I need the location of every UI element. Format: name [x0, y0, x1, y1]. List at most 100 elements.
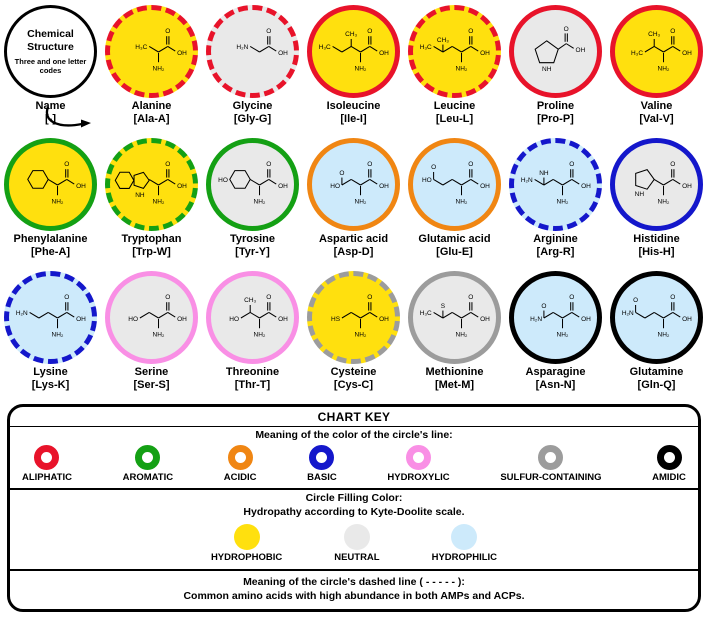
structure-circle: O OH NH₂ HS	[307, 271, 400, 364]
amino-acid-name: Threonine	[225, 366, 280, 378]
amino-acid-label: Arginine [Arg-R]	[533, 233, 578, 259]
structure-circle: O OH NH₂ HO O	[408, 138, 501, 231]
ring-swatch-label: ALIPHATIC	[22, 472, 72, 483]
amino-acid-threonine: O OH NH₂ HO CH₃ Threonine [Thr-T]	[202, 268, 303, 401]
svg-text:HO: HO	[218, 177, 228, 184]
amino-acid-methionine: O OH NH₂ H₃C S Methionine [Met-M]	[404, 268, 505, 401]
ring-swatch-hydroxylic	[406, 445, 432, 470]
svg-text:OH: OH	[177, 182, 187, 189]
amino-acid-lysine: O OH NH₂ H₂N Lysine [Lys-K]	[0, 268, 101, 401]
amino-acid-code: [Asn-N]	[535, 379, 576, 392]
chemical-structure-drawing: O OH NH₂ HS	[331, 293, 389, 338]
svg-text:NH₂: NH₂	[152, 65, 164, 72]
divider	[10, 569, 698, 571]
amino-acid-label: Tryptophan [Trp-W]	[122, 233, 182, 259]
chemical-structure-drawing: O OH NH₂ HO CH₃	[229, 293, 288, 338]
amino-acid-label: Phenylalanine [Phe-A]	[14, 233, 88, 259]
structure-circle: O OH NH₂ NH	[610, 138, 703, 231]
svg-text:O: O	[670, 293, 675, 300]
svg-text:OH: OH	[480, 49, 490, 56]
svg-text:O: O	[633, 297, 638, 304]
structure-circle: O OH NH₂ H₂N O	[610, 271, 703, 364]
amino-acid-code: [Thr-T]	[234, 379, 271, 392]
svg-text:OH: OH	[682, 182, 692, 189]
svg-text:NH₂: NH₂	[556, 198, 568, 205]
amino-acid-cysteine: O OH NH₂ HS Cysteine [Cys-C]	[303, 268, 404, 401]
svg-text:NH₂: NH₂	[455, 65, 467, 72]
svg-text:O: O	[431, 164, 436, 171]
chemical-structure-drawing: O OH NH₂ H₂N NH	[520, 160, 590, 205]
svg-text:O: O	[569, 160, 574, 167]
amino-acid-code: [Gln-Q]	[637, 379, 676, 392]
line-category-aromatic: AROMATIC	[123, 445, 173, 483]
ring-swatch-aromatic	[135, 445, 161, 470]
svg-text:OH: OH	[575, 47, 585, 54]
line-category-sulfur-containing: SULFUR-CONTAINING	[500, 445, 601, 483]
amino-acid-name: Tryptophan	[121, 233, 182, 245]
svg-text:NH₂: NH₂	[354, 331, 366, 338]
svg-text:OH: OH	[177, 49, 187, 56]
amino-acid-name: Tyrosine	[229, 233, 276, 245]
chemical-structure-drawing: O OH NH₂	[26, 160, 86, 205]
svg-text:O: O	[339, 169, 344, 176]
svg-text:O: O	[563, 26, 568, 33]
svg-text:OH: OH	[76, 315, 86, 322]
amino-acid-label: Aspartic acid [Asp-D]	[319, 233, 388, 259]
ring-swatch-label: BASIC	[307, 472, 337, 483]
structure-circle: O OH NH₂ HO O	[307, 138, 400, 231]
fill-color-heading: Circle Filling Color:	[305, 492, 403, 504]
amino-acid-name: Isoleucine	[326, 100, 381, 112]
amino-acid-label: Valine [Val-V]	[639, 100, 673, 126]
svg-text:NH: NH	[135, 192, 145, 199]
svg-text:OH: OH	[177, 315, 187, 322]
amino-acid-histidine: O OH NH₂ NH Histidine [His-H]	[606, 135, 707, 268]
amino-acid-code: [Asp-D]	[333, 246, 374, 259]
ring-swatch-aliphatic	[34, 445, 60, 470]
svg-text:S: S	[440, 302, 445, 309]
line-category-aliphatic: ALIPHATIC	[22, 445, 72, 483]
svg-text:NH₂: NH₂	[253, 331, 265, 338]
svg-text:H₂N: H₂N	[520, 177, 532, 184]
line-color-heading: Meaning of the color of the circle's lin…	[255, 429, 453, 441]
ring-swatch-label: AMIDIC	[652, 472, 686, 483]
ring-swatch-sulfur-containing	[538, 445, 564, 470]
amino-acid-code: [Gly-G]	[233, 113, 272, 126]
amino-acid-alanine: O OH NH₂ H₃C Alanine [Ala-A]	[101, 2, 202, 135]
svg-text:CH₃: CH₃	[648, 31, 660, 38]
structure-circle: O OH NH₂ H₂N NH	[509, 138, 602, 231]
structure-circle: O OH NH₂ HO	[105, 271, 198, 364]
structure-circle: O OH NH₂	[4, 138, 97, 231]
svg-text:HO: HO	[128, 315, 138, 322]
amino-acid-name: Glycine	[232, 100, 273, 112]
svg-text:H₂N: H₂N	[530, 315, 542, 322]
structure-circle: O OH NH₂ H₂N O	[509, 271, 602, 364]
chemical-structure-drawing: O OH NH₂ H₃C CH₃	[630, 27, 691, 72]
amino-acid-name: Alanine	[131, 100, 172, 112]
chemical-structure-drawing: NH O OH	[534, 26, 585, 73]
svg-text:NH₂: NH₂	[657, 331, 669, 338]
svg-text:O: O	[367, 293, 372, 300]
amino-acid-proline: NH O OH Proline [Pro-P]	[505, 2, 606, 135]
line-category-hydroxylic: HYDROXYLIC	[387, 445, 450, 483]
chemical-structure-drawing: O OH NH₂ H₃C CH₃	[419, 27, 490, 72]
amino-acid-glutamic-acid: O OH NH₂ HO O Glutamic acid [Glu-E]	[404, 135, 505, 268]
fill-swatch-neutral	[343, 524, 370, 550]
svg-text:O: O	[670, 27, 675, 34]
amino-acid-name: Serine	[134, 366, 169, 378]
amino-acid-glutamine: O OH NH₂ H₂N O Glutamine [Gln-Q]	[606, 268, 707, 401]
svg-text:HO: HO	[330, 182, 340, 189]
fill-category-hydrophobic: HYDROPHOBIC	[211, 524, 282, 563]
ring-swatch-label: ACIDIC	[223, 472, 257, 483]
svg-text:OH: OH	[682, 315, 692, 322]
amino-acid-code: [His-H]	[638, 246, 675, 259]
amino-acid-label: Glutamine [Gln-Q]	[630, 366, 684, 392]
amino-acid-name: Valine	[640, 100, 673, 112]
svg-text:NH₂: NH₂	[152, 331, 164, 338]
svg-text:O: O	[367, 160, 372, 167]
ring-swatch-basic	[309, 445, 335, 470]
svg-text:O: O	[64, 293, 69, 300]
svg-text:O: O	[266, 27, 271, 34]
svg-text:H₃C: H₃C	[419, 310, 431, 317]
amino-acid-name: Aspartic acid	[318, 233, 389, 245]
svg-text:HS: HS	[331, 315, 341, 322]
